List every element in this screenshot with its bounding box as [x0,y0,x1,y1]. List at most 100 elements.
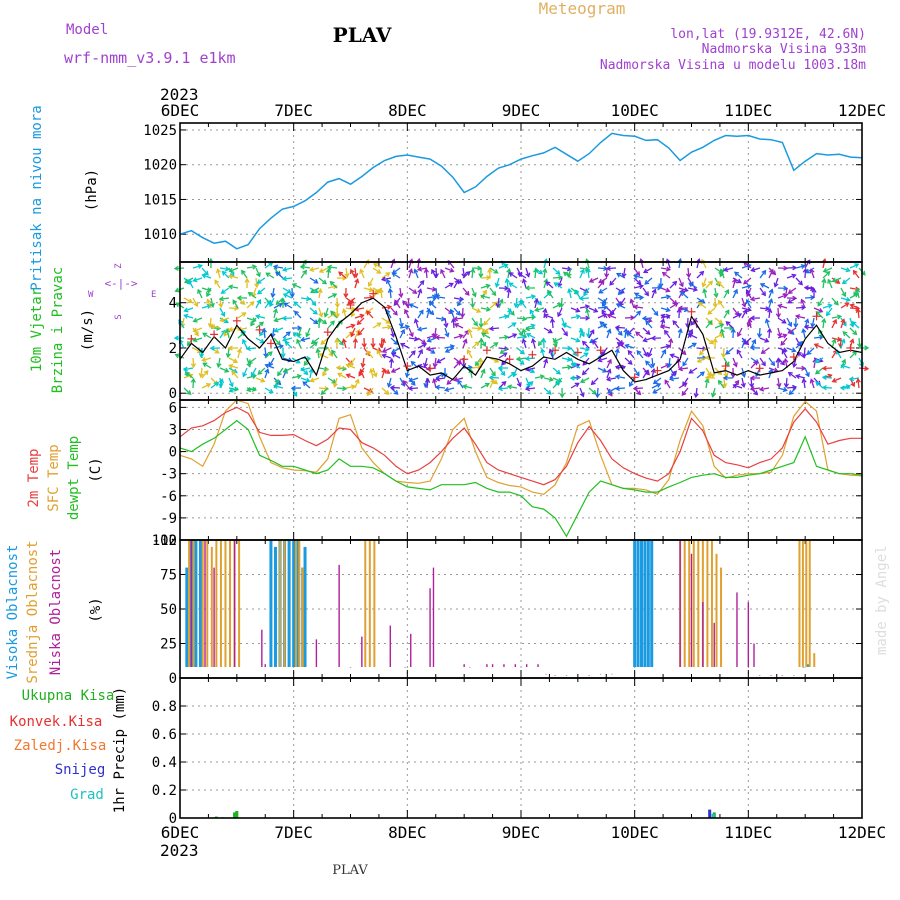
wind-arrow [409,377,419,382]
wind-arrow-head [604,273,610,279]
wind-arrow-head [313,319,319,325]
wind-arrow-head [636,280,642,285]
cloud-mid-bar [373,540,376,667]
wind-arrow-head [410,380,416,386]
wind-arrow [678,277,684,287]
wind-arrow-head [228,387,234,393]
wind-arrow [457,380,464,389]
cloud-high-bar [636,540,640,667]
wind-arrow-head [578,327,584,334]
wind-arrow-head [460,313,466,319]
wind-arrow-head [184,371,190,377]
wind-arrow-head [282,336,288,343]
wind-arrow [543,327,553,334]
wind-arrow [310,267,320,271]
wind-arrow [599,321,608,329]
wind-arrow [273,337,281,346]
y-tick-label: 4 [169,296,177,312]
wind-arrow [553,337,563,343]
wind-arrow-head [759,283,765,288]
wind-arrow-head [827,303,833,309]
wind-arrow [445,347,455,353]
wind-arrow [849,317,854,327]
wind-arrow-head [223,318,229,324]
wind-arrow [462,366,473,369]
wind-arrow-head [746,283,752,290]
wind-arrow-head [627,349,633,355]
wind-arrow-head [848,376,855,382]
cloud-low-bar [577,675,579,676]
wind-arrow-head [614,364,620,370]
wind-arrow-head [434,294,441,300]
wind-arrow-head [255,314,261,320]
wind-arrow-head [645,370,650,376]
wind-arrow [687,267,690,278]
wind-arrow-head [337,372,343,378]
wind-arrow-head [398,322,404,329]
wind-arrow-head [286,288,292,294]
wind-arrow-head [242,372,248,378]
wind-arrow-head [390,368,396,373]
cloud-mid-bar [710,540,713,667]
wind-arrow [417,349,423,359]
wind-arrow [418,267,428,271]
wind-arrow-head [209,345,215,351]
wind-arrow [274,327,284,332]
wind-arrow-head [493,342,499,347]
wind-arrow [544,314,554,319]
wind-arrow [417,258,420,269]
cloud-low-bar [736,592,738,667]
cloud-mid-bar [364,540,367,667]
wind-arrow-head [478,323,484,329]
wind-arrow [318,317,327,324]
wind-arrow [242,339,248,349]
altitude-label: Nadmorska Visina 933m [702,42,867,57]
wind-arrow [471,341,480,349]
wind-arrow [811,317,815,327]
wind-arrow [391,367,401,373]
wind-arrow-head [430,349,436,354]
pressure-ylabel: Pritisak na nivou mora [29,105,45,290]
wind-arrow-head [809,268,815,274]
wind-arrow-head [173,265,179,271]
wind-arrow-head [434,376,441,382]
wind-arrow [518,272,527,279]
wind-arrow-head [275,300,281,306]
y-tick-label: 25 [160,637,177,653]
wind-arrow [759,357,766,366]
wind-arrow-head [665,287,671,293]
wind-arrow-head [584,304,591,310]
wind-arrow [851,321,860,329]
wind-arrow-head [821,277,827,284]
wind-arrow-head [210,324,216,330]
wind-arrow [642,370,649,379]
wind-arrow [543,377,553,381]
wind-arrow-head [558,274,564,281]
cloud-high-bar [643,540,647,667]
wind-arrow [354,279,359,289]
wind-arrow [435,317,445,321]
wind-arrow-head [357,330,363,336]
wind-arrow-head [743,339,749,345]
wind-arrow-head [737,313,743,318]
wind-arrow-head [555,369,561,375]
precip-total-bar [233,812,237,818]
wind-arrow-head [602,367,608,373]
wind-arrow [780,337,788,346]
wind-arrow-head [800,263,806,270]
wind-arrow-head [227,345,233,351]
wind-arrow [265,364,275,369]
model-label: Model [66,22,108,38]
wind-arrow [431,269,437,279]
wind-arrow-head [831,277,837,283]
wind-arrow-head [186,390,192,396]
wind-arrow-head [458,333,464,339]
wind-arrow-head [634,292,640,298]
wind-arrow [372,322,381,329]
wind-arrow-head [457,301,462,307]
wind-arrow [454,377,464,381]
wind-arrow [402,300,410,309]
wind-arrow [777,387,787,392]
wind-arrow [211,325,221,329]
cloud-mid-bar [192,540,195,667]
